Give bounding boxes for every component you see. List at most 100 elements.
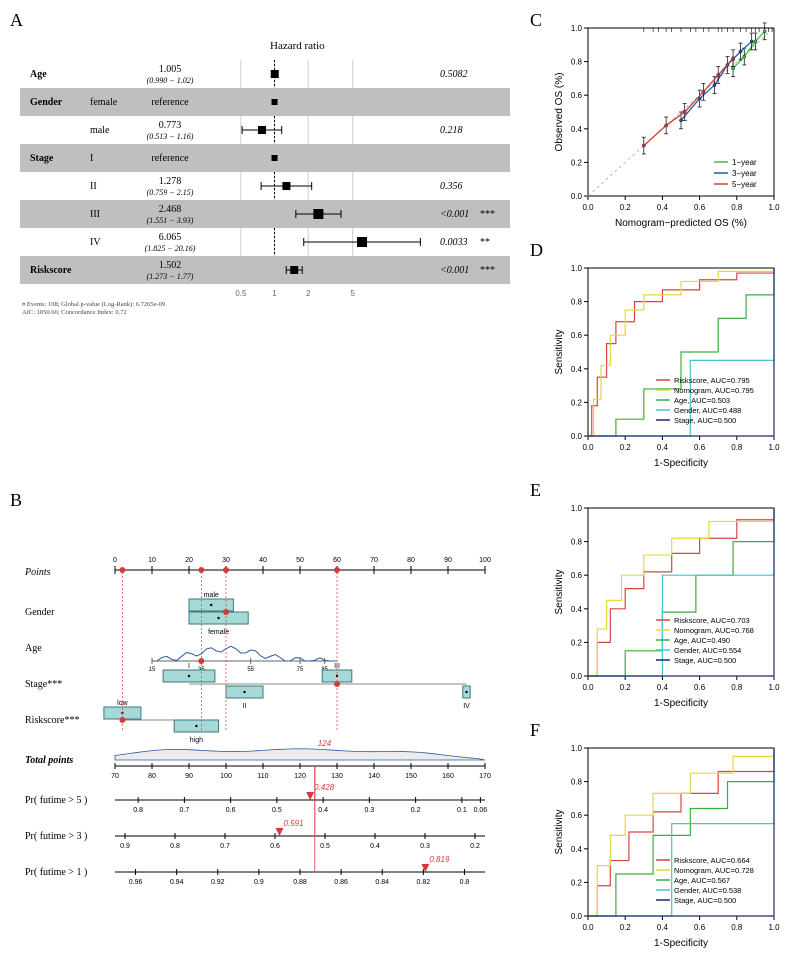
svg-text:0.8: 0.8 <box>731 923 743 932</box>
svg-text:Points: Points <box>24 567 51 578</box>
svg-text:# Events: 108; Global p-value: # Events: 108; Global p-value (Log-Rank)… <box>22 301 165 308</box>
svg-text:(1.551 − 3.93): (1.551 − 3.93) <box>147 216 194 225</box>
roc-plot-e: 0.00.00.20.20.40.40.60.60.80.81.01.01-Sp… <box>550 500 780 710</box>
svg-text:Gender: Gender <box>25 607 55 618</box>
svg-text:1: 1 <box>272 289 277 298</box>
svg-text:55: 55 <box>247 667 254 673</box>
svg-text:0.6: 0.6 <box>571 331 583 340</box>
svg-text:0.218: 0.218 <box>440 125 463 136</box>
nomogram: Points0102030405060708090100Gendermalefe… <box>20 540 520 950</box>
svg-text:0.8: 0.8 <box>571 778 583 787</box>
svg-text:0.2: 0.2 <box>620 203 632 212</box>
svg-text:0.4: 0.4 <box>571 365 583 374</box>
svg-text:120: 120 <box>294 773 306 780</box>
svg-text:0.2: 0.2 <box>571 398 583 407</box>
svg-text:1-Specificity: 1-Specificity <box>654 938 708 949</box>
svg-text:1.0: 1.0 <box>768 683 780 692</box>
svg-text:0.0: 0.0 <box>571 192 583 201</box>
svg-text:Stage: Stage <box>30 153 54 164</box>
svg-text:0.8: 0.8 <box>731 683 743 692</box>
svg-text:0.6: 0.6 <box>694 443 706 452</box>
svg-text:Gender, AUC=0.488: Gender, AUC=0.488 <box>674 406 741 415</box>
svg-text:1.0: 1.0 <box>768 203 780 212</box>
svg-text:Sensitivity: Sensitivity <box>554 329 565 374</box>
svg-text:80: 80 <box>148 773 156 780</box>
svg-text:0.4: 0.4 <box>571 125 583 134</box>
svg-text:0.4: 0.4 <box>657 683 669 692</box>
label-e: E <box>530 480 541 501</box>
svg-text:80: 80 <box>407 557 415 564</box>
svg-text:low: low <box>117 700 128 707</box>
label-d: D <box>530 240 543 261</box>
svg-text:Stage***: Stage*** <box>25 679 62 690</box>
svg-text:0.8: 0.8 <box>170 843 180 850</box>
svg-text:Gender: Gender <box>30 97 63 108</box>
svg-text:5: 5 <box>350 289 355 298</box>
svg-text:0.4: 0.4 <box>657 923 669 932</box>
svg-text:Age: Age <box>25 643 42 654</box>
svg-text:75: 75 <box>297 667 304 673</box>
svg-text:0.2: 0.2 <box>620 923 632 932</box>
svg-text:100: 100 <box>220 773 232 780</box>
svg-text:10: 10 <box>148 557 156 564</box>
svg-text:0.2: 0.2 <box>470 843 480 850</box>
svg-text:I: I <box>90 153 93 164</box>
svg-text:0.8: 0.8 <box>571 58 583 67</box>
svg-text:0.356: 0.356 <box>440 181 463 192</box>
svg-text:140: 140 <box>368 773 380 780</box>
svg-text:30: 30 <box>222 557 230 564</box>
svg-text:0.2: 0.2 <box>620 683 632 692</box>
roc-plot-d: 0.00.00.20.20.40.40.60.60.80.81.01.01-Sp… <box>550 260 780 470</box>
figure-page: A B C D E F Hazard ratio0.5125Age1.005(0… <box>10 10 781 970</box>
svg-text:0.0: 0.0 <box>571 912 583 921</box>
svg-text:Stage, AUC=0.500: Stage, AUC=0.500 <box>674 416 736 425</box>
svg-text:Observed OS (%): Observed OS (%) <box>554 73 565 152</box>
svg-text:160: 160 <box>442 773 454 780</box>
svg-text:(1.273 − 1.77): (1.273 − 1.77) <box>147 272 194 281</box>
svg-text:40: 40 <box>259 557 267 564</box>
svg-text:1.0: 1.0 <box>571 24 583 33</box>
svg-text:0.7: 0.7 <box>180 807 190 814</box>
svg-text:Sensitivity: Sensitivity <box>554 809 565 854</box>
svg-text:130: 130 <box>331 773 343 780</box>
svg-text:Gender, AUC=0.538: Gender, AUC=0.538 <box>674 886 741 895</box>
svg-text:0.0: 0.0 <box>582 683 594 692</box>
svg-text:0.5: 0.5 <box>320 843 330 850</box>
svg-text:Age, AUC=0.503: Age, AUC=0.503 <box>674 396 730 405</box>
svg-text:0.7: 0.7 <box>220 843 230 850</box>
svg-text:0.2: 0.2 <box>571 158 583 167</box>
svg-text:***: *** <box>480 209 495 220</box>
svg-text:IV: IV <box>90 237 101 248</box>
svg-text:0.0033: 0.0033 <box>440 237 468 248</box>
svg-text:1.278: 1.278 <box>159 176 182 187</box>
svg-text:1.0: 1.0 <box>768 443 780 452</box>
svg-text:(0.759 − 2.15): (0.759 − 2.15) <box>147 188 194 197</box>
svg-text:(0.990 − 1.02): (0.990 − 1.02) <box>147 76 194 85</box>
svg-text:0.06: 0.06 <box>474 807 488 814</box>
svg-text:0: 0 <box>113 557 117 564</box>
svg-text:3−year: 3−year <box>732 169 757 178</box>
svg-text:II: II <box>90 181 97 192</box>
svg-text:Riskscore, AUC=0.795: Riskscore, AUC=0.795 <box>674 376 750 385</box>
svg-text:Riskscore***: Riskscore*** <box>25 715 79 726</box>
svg-text:0.2: 0.2 <box>571 878 583 887</box>
svg-text:60: 60 <box>333 557 341 564</box>
label-c: C <box>530 10 542 31</box>
svg-text:50: 50 <box>296 557 304 564</box>
svg-text:0.8: 0.8 <box>460 879 470 886</box>
svg-text:0.0: 0.0 <box>582 443 594 452</box>
svg-text:2.468: 2.468 <box>159 204 182 215</box>
svg-text:15: 15 <box>149 667 156 673</box>
svg-text:Nomogram, AUC=0.728: Nomogram, AUC=0.728 <box>674 866 754 875</box>
svg-text:0.0: 0.0 <box>582 923 594 932</box>
svg-text:Sensitivity: Sensitivity <box>554 569 565 614</box>
svg-text:0.2: 0.2 <box>620 443 632 452</box>
svg-text:0.8: 0.8 <box>571 538 583 547</box>
svg-text:0.819: 0.819 <box>429 855 450 864</box>
svg-text:100: 100 <box>479 557 491 564</box>
calibration-plot: 0.00.00.20.20.40.40.60.60.80.81.01.0Nomo… <box>550 20 780 230</box>
svg-text:0.6: 0.6 <box>694 683 706 692</box>
svg-text:0.428: 0.428 <box>314 783 335 792</box>
svg-text:0.4: 0.4 <box>370 843 380 850</box>
label-f: F <box>530 720 540 741</box>
